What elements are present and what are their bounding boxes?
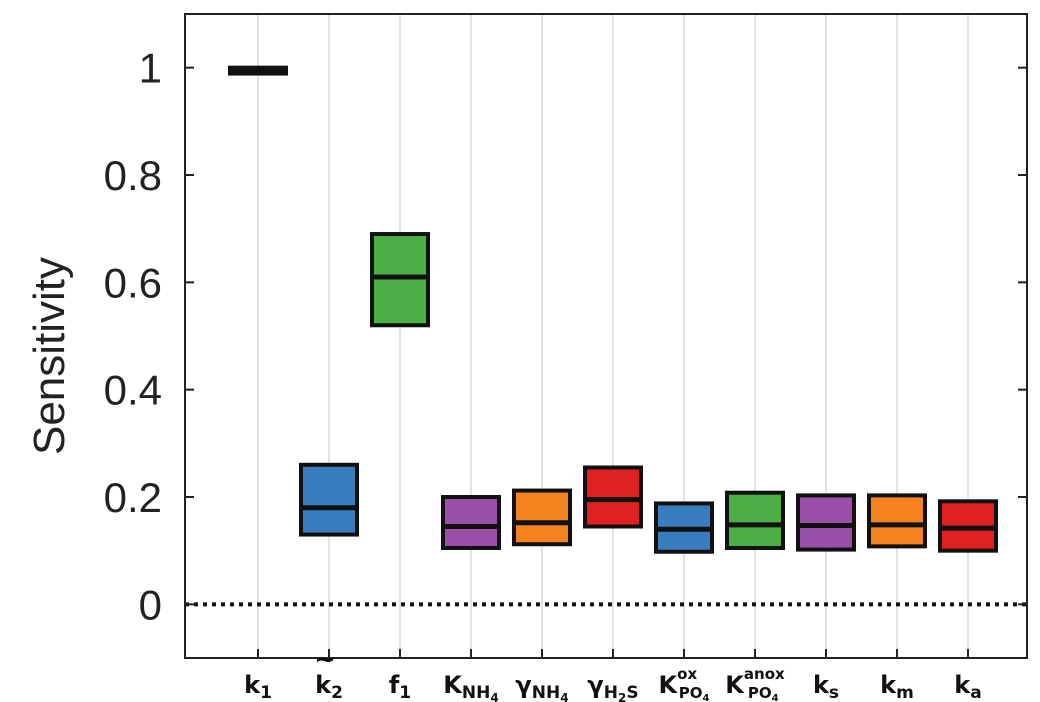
- x-tick-label: km: [880, 671, 914, 702]
- y-tick-label: 0.2: [104, 474, 162, 521]
- box-2: [299, 462, 359, 537]
- x-tick-label: γH2S: [587, 671, 638, 702]
- y-tick-label: 0.8: [104, 152, 162, 199]
- svg-text:ks: ks: [813, 671, 839, 702]
- y-tick-label: 0: [139, 581, 162, 628]
- y-tick-label: 0.4: [104, 367, 162, 414]
- x-tick-label: f1: [389, 671, 411, 702]
- box-5: [512, 488, 572, 547]
- plot-frame: [184, 13, 1028, 659]
- y-tick-layer: 0 0.2 0.4 0.6 0.8 1: [104, 45, 1027, 628]
- box-10: [867, 493, 927, 549]
- box-8: [725, 490, 785, 550]
- svg-text:f1: f1: [389, 671, 411, 702]
- grid-layer: [185, 14, 1027, 658]
- svg-text:γNH4: γNH4: [515, 671, 568, 702]
- x-tick-label: k1: [244, 671, 272, 702]
- svg-text:k1: k1: [244, 671, 272, 702]
- x-tick-label: ks: [813, 671, 839, 702]
- svg-text:ka: ka: [954, 671, 981, 702]
- box-3: [370, 232, 430, 328]
- svg-text:k2: k2: [315, 671, 343, 702]
- svg-text:KNH4: KNH4: [443, 671, 498, 702]
- svg-text:km: km: [880, 671, 914, 702]
- x-tick-label: KNH4: [443, 671, 498, 702]
- x-tick-label: Kanox PO4: [725, 665, 785, 702]
- x-tick-label: γNH4: [515, 671, 568, 702]
- y-tick-label: 0.6: [104, 259, 162, 306]
- x-tick-label: Kox PO4: [659, 665, 710, 702]
- box-9: [796, 493, 856, 552]
- box-4: [441, 495, 501, 550]
- svg-text:γH2S: γH2S: [587, 671, 638, 702]
- x-tick-layer: k1 k2~ f1 KNH4 γNH4 γH2S Kox PO4 Kanox PO4 ks km ka: [244, 645, 982, 702]
- tilde-accent: ~: [314, 645, 336, 675]
- y-axis-label: Sensitivity: [25, 257, 74, 455]
- x-tick-label: k2~: [314, 645, 343, 702]
- box-layer: [228, 65, 998, 554]
- y-tick-label: 1: [139, 45, 162, 92]
- axes-layer: [184, 13, 1028, 659]
- box-6: [583, 465, 643, 529]
- x-tick-label: ka: [954, 671, 981, 702]
